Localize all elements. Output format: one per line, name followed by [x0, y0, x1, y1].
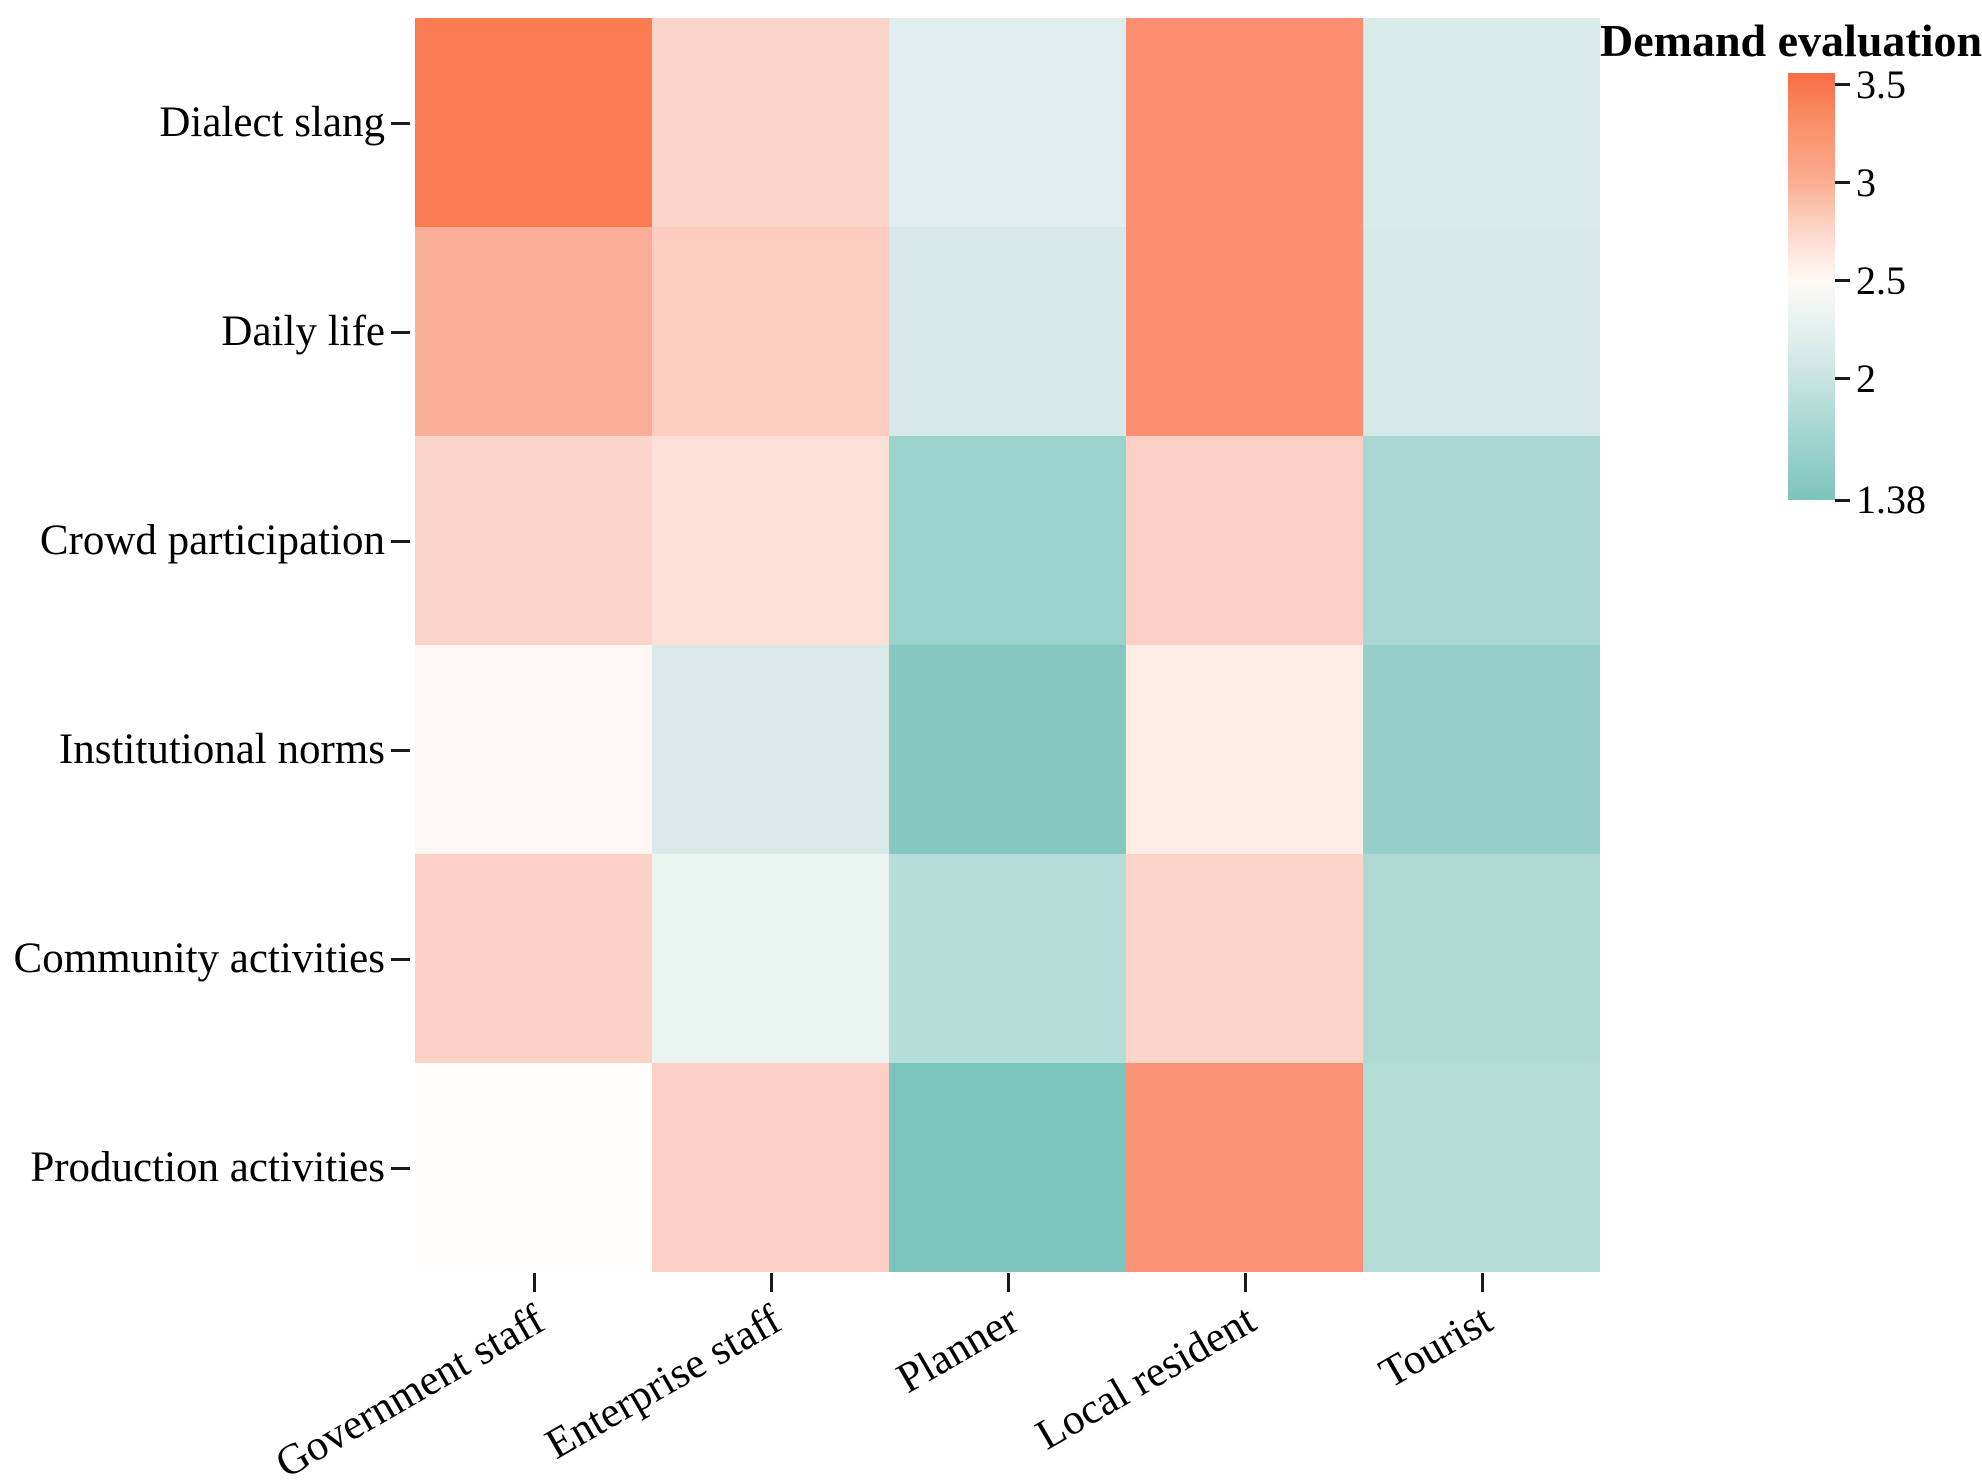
heatmap-cell — [1363, 1063, 1600, 1272]
legend-tick-label: 3.5 — [1856, 61, 1906, 107]
heatmap-cell — [415, 227, 652, 436]
legend-tick-mark — [1835, 498, 1850, 502]
x-axis-tick — [1480, 1273, 1484, 1292]
x-axis-tick — [769, 1273, 773, 1292]
legend-title: Demand evaluation — [1600, 15, 1982, 66]
x-axis-label: Tourist — [1372, 1296, 1501, 1398]
heatmap-cell — [652, 645, 889, 854]
x-axis-tick — [532, 1273, 536, 1292]
y-axis-tick — [391, 121, 410, 125]
legend-tick-mark — [1835, 377, 1850, 381]
x-axis-tick — [1243, 1273, 1247, 1292]
heatmap-cell — [415, 645, 652, 854]
heatmap-cell — [1363, 227, 1600, 436]
heatmap-cell — [889, 645, 1126, 854]
y-axis-label: Production activities — [30, 1143, 385, 1191]
heatmap-cell — [652, 436, 889, 645]
heatmap-cell — [1126, 436, 1363, 645]
y-axis-tick — [391, 1166, 410, 1170]
y-axis-tick — [391, 957, 410, 961]
x-axis-label: Government staff — [268, 1296, 553, 1482]
heatmap-cell — [415, 1063, 652, 1272]
heatmap-cell — [1363, 645, 1600, 854]
legend-tick-label: 2.5 — [1856, 257, 1906, 303]
heatmap-cell — [1126, 18, 1363, 227]
heatmap-cell — [415, 854, 652, 1063]
heatmap-cell — [889, 227, 1126, 436]
x-axis-label: Local resident — [1028, 1296, 1264, 1460]
heatmap-cell — [889, 18, 1126, 227]
y-axis-label: Institutional norms — [58, 725, 385, 773]
y-axis-tick — [391, 748, 410, 752]
heatmap-cell — [1363, 854, 1600, 1063]
heatmap-cell — [415, 436, 652, 645]
legend-colorbar — [1788, 73, 1835, 500]
heatmap-cell — [415, 18, 652, 227]
legend-tick-mark — [1835, 83, 1850, 87]
legend-tick-label: 1.38 — [1856, 477, 1926, 522]
y-axis-tick — [391, 330, 410, 334]
heatmap-cell — [652, 854, 889, 1063]
heatmap-cell — [1363, 436, 1600, 645]
y-axis-tick — [391, 539, 410, 543]
heatmap-cell — [1126, 227, 1363, 436]
heatmap-cell — [1126, 645, 1363, 854]
x-axis-label: Enterprise staff — [538, 1296, 790, 1469]
y-axis-label: Community activities — [13, 934, 385, 982]
heatmap-cell — [652, 18, 889, 227]
heatmap-cell — [652, 227, 889, 436]
legend-tick-mark — [1835, 279, 1850, 283]
heatmap-cell — [889, 1063, 1126, 1272]
legend-tick-mark — [1835, 181, 1850, 185]
legend-tick-label: 2 — [1856, 355, 1876, 401]
heatmap-cell — [889, 854, 1126, 1063]
heatmap-cell — [1126, 854, 1363, 1063]
heatmap-cell — [889, 436, 1126, 645]
heatmap-cell — [1363, 18, 1600, 227]
y-axis-label: Dialect slang — [159, 98, 385, 146]
y-axis-label: Daily life — [221, 307, 385, 355]
x-axis-label: Planner — [889, 1296, 1027, 1403]
heatmap-cell — [1126, 1063, 1363, 1272]
y-axis-label: Crowd participation — [39, 516, 385, 564]
x-axis-tick — [1006, 1273, 1010, 1292]
heatmap-plot — [415, 18, 1600, 1272]
heatmap-cell — [652, 1063, 889, 1272]
legend-tick-label: 3 — [1856, 159, 1876, 205]
